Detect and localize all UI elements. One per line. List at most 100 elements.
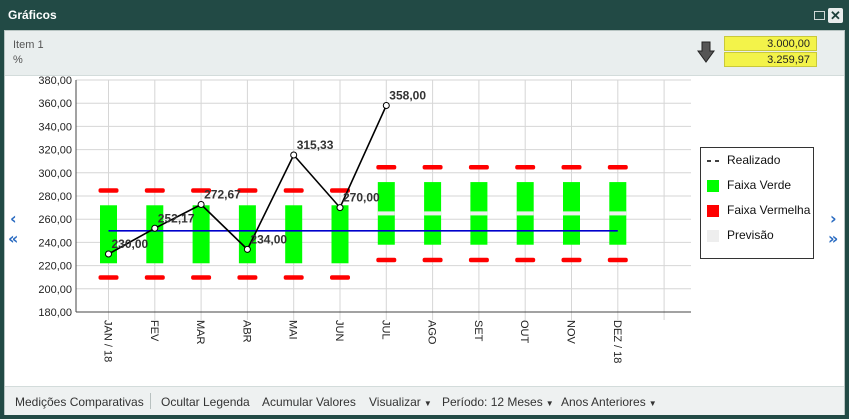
title-bar[interactable]: Gráficos ✕ (0, 0, 849, 30)
realizado-point (382, 102, 390, 110)
caret-down-icon: ▼ (423, 399, 432, 408)
data-label: 230,00 (112, 237, 149, 251)
green-band-bar (100, 205, 117, 264)
data-label: 270,00 (343, 191, 380, 205)
x-tick-label: FEV (148, 320, 160, 342)
red-band-upper-mark (98, 188, 119, 193)
red-band-lower-mark (144, 275, 165, 280)
realizado-point (290, 151, 298, 159)
realizado-point (243, 245, 251, 253)
forecast-mark (609, 211, 627, 216)
close-icon: ✕ (830, 8, 841, 23)
period-dropdown[interactable]: Período: 12 Meses ▼ (442, 395, 554, 409)
caret-down-icon: ▼ (648, 399, 657, 408)
y-tick-label: 240,00 (38, 237, 72, 249)
data-label: 272,67 (204, 188, 241, 202)
red-band-upper-mark (468, 165, 489, 170)
forecast-mark (470, 211, 488, 216)
dash-line-icon (707, 160, 719, 162)
y-tick-label: 340,00 (38, 121, 72, 133)
red-band-lower-mark (191, 275, 212, 280)
close-button[interactable]: ✕ (828, 8, 843, 23)
y-tick-label: 300,00 (38, 168, 72, 180)
period-label: Período: 12 Meses (442, 395, 543, 409)
red-band-lower-mark (515, 257, 536, 263)
red-band-lower-mark (283, 275, 304, 280)
toolbar-divider (150, 393, 151, 409)
legend-label: Faixa Vermelha (727, 203, 811, 217)
previous-years-label: Anos Anteriores (561, 395, 646, 409)
chart-toolbar: Medições Comparativas Ocultar Legenda Ac… (5, 386, 844, 415)
previous-years-dropdown[interactable]: Anos Anteriores ▼ (561, 395, 657, 409)
data-label: 315,33 (297, 138, 334, 152)
forecast-mark (377, 211, 395, 216)
red-square-icon (707, 205, 719, 217)
data-label: 234,00 (250, 232, 287, 246)
red-band-lower-mark (98, 275, 119, 280)
item-name: Item 1 (13, 39, 44, 51)
y-tick-label: 220,00 (38, 261, 72, 273)
forecast-mark (563, 211, 580, 216)
chevron-left-icon[interactable]: › (830, 209, 837, 228)
red-band-lower-mark (561, 257, 582, 263)
x-tick-label: SET (472, 320, 484, 342)
restore-icon[interactable] (812, 8, 826, 22)
arrow-down-icon[interactable] (697, 41, 715, 63)
x-tick-label: NOV (565, 320, 577, 345)
red-band-upper-mark (376, 165, 397, 170)
double-chevron-left-icon[interactable]: « (8, 229, 19, 248)
y-tick-label: 320,00 (38, 145, 72, 157)
x-tick-label: DEZ / 18 (611, 320, 623, 363)
gray-square-icon (707, 230, 719, 242)
forecast-mark (424, 211, 442, 216)
y-tick-label: 260,00 (38, 214, 72, 226)
data-label: 358,00 (389, 89, 426, 103)
red-band-lower-mark (237, 275, 258, 280)
hide-legend-button[interactable]: Ocultar Legenda (161, 395, 250, 409)
y-tick-label: 200,00 (38, 284, 72, 296)
red-band-upper-mark (422, 165, 443, 170)
x-tick-label: OUT (518, 320, 530, 344)
comparative-measurements-button[interactable]: Medições Comparativas (15, 395, 144, 409)
green-square-icon (707, 180, 719, 192)
visualize-dropdown[interactable]: Visualizar ▼ (369, 395, 432, 409)
data-label: 252,17 (158, 211, 195, 225)
x-tick-label: JAN / 18 (102, 320, 114, 362)
red-band-upper-mark (283, 188, 304, 193)
chart-panel: Item 1 % 3.000,00 3.259,97 ‹ « › » 180,0… (4, 30, 845, 415)
realizado-point (336, 204, 344, 212)
x-tick-label: MAR (194, 320, 206, 345)
red-band-upper-mark (607, 165, 628, 170)
double-chevron-right-icon[interactable]: » (828, 229, 839, 248)
legend-label: Faixa Verde (727, 178, 792, 192)
red-band-lower-mark (330, 275, 350, 280)
realizado-point (197, 201, 205, 209)
visualize-label: Visualizar (369, 395, 421, 409)
legend-label: Previsão (727, 228, 774, 242)
red-band-lower-mark (422, 257, 443, 263)
accumulate-values-button[interactable]: Acumular Valores (262, 395, 356, 409)
line-chart: 180,00 200,00 220,00 240,00 260,00 280,00 300,… (38, 76, 691, 363)
green-band-bar (285, 205, 303, 264)
value-actual: 3.259,97 (724, 52, 817, 67)
x-tick-label: JUN (333, 320, 345, 341)
forecast-mark (516, 211, 534, 216)
chevron-right-icon[interactable]: ‹ (10, 209, 17, 228)
green-band-bar (331, 205, 349, 264)
chart-legend: Realizado Faixa Verde Faixa Vermelha Pre… (700, 147, 814, 259)
realizado-point (151, 224, 159, 232)
y-tick-label: 380,00 (38, 76, 72, 87)
x-tick-label: MAI (287, 320, 299, 340)
green-band-bar (238, 205, 256, 264)
x-tick-label: AGO (426, 320, 438, 345)
y-tick-label: 360,00 (38, 98, 72, 110)
red-band-upper-mark (191, 188, 212, 193)
red-band-upper-mark (237, 188, 258, 193)
red-band-upper-mark (144, 188, 165, 193)
item-unit: % (13, 54, 23, 66)
x-tick-label: ABR (240, 320, 252, 343)
red-band-lower-mark (607, 257, 628, 263)
green-band-bar (146, 205, 164, 264)
item-header: Item 1 % 3.000,00 3.259,97 (5, 31, 844, 76)
